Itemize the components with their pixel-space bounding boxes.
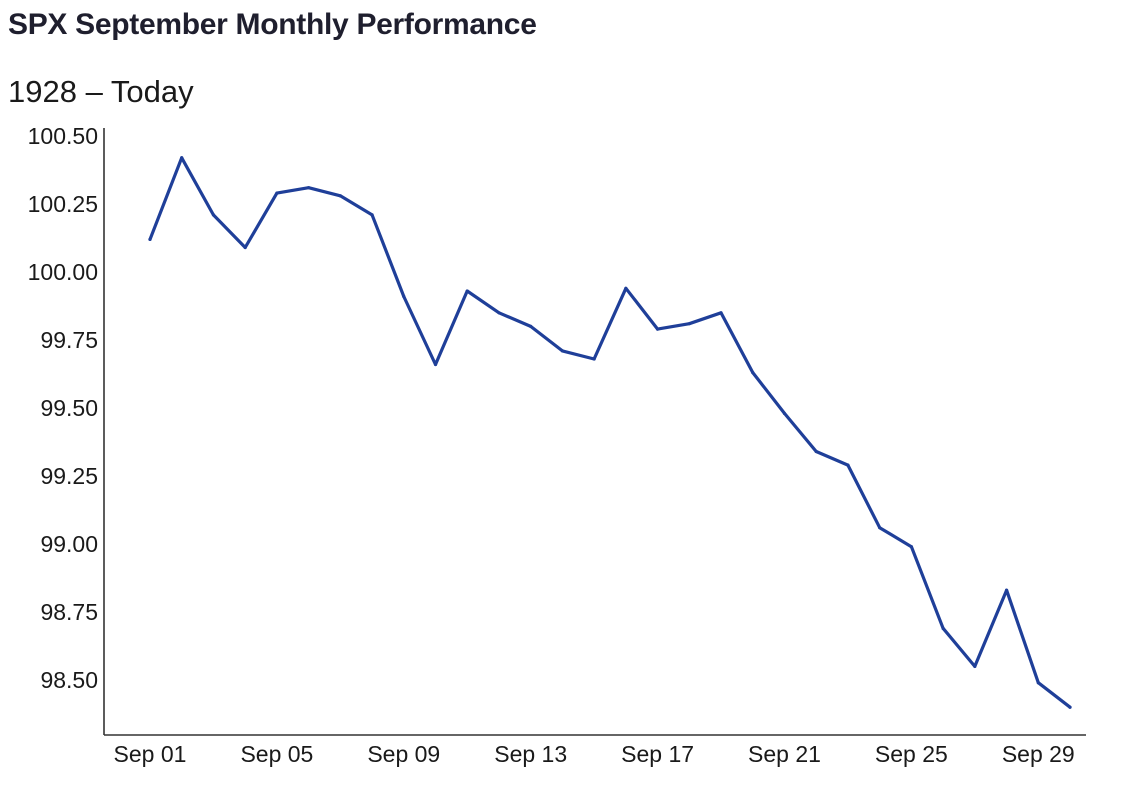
data-point bbox=[402, 294, 406, 299]
x-tick-label: Sep 13 bbox=[494, 741, 567, 767]
x-tick-label: Sep 05 bbox=[240, 741, 313, 767]
x-axis: Sep 01 Sep 05 Sep 09 Sep 13 Sep 17 Sep 21 Sep … bbox=[104, 734, 1086, 767]
data-point bbox=[275, 191, 279, 195]
data-point bbox=[782, 411, 787, 416]
data-point bbox=[497, 311, 501, 315]
data-point bbox=[1004, 588, 1009, 592]
data-point bbox=[909, 545, 913, 549]
y-tick-label: 99.75 bbox=[40, 327, 98, 353]
data-point bbox=[211, 213, 216, 217]
data-point bbox=[846, 463, 850, 467]
data-point bbox=[338, 194, 342, 198]
data-point bbox=[941, 626, 945, 630]
y-tick-label: 100.50 bbox=[28, 123, 98, 149]
data-point bbox=[307, 186, 311, 190]
data-point bbox=[560, 349, 565, 353]
data-point bbox=[973, 664, 977, 669]
data-point bbox=[655, 327, 660, 331]
x-tick-label: Sep 09 bbox=[367, 741, 440, 767]
x-tick-label: Sep 17 bbox=[621, 741, 694, 767]
data-point bbox=[180, 156, 184, 160]
y-tick-label: 99.50 bbox=[40, 395, 98, 421]
data-point bbox=[433, 362, 438, 367]
y-tick-label: 98.75 bbox=[40, 599, 98, 625]
y-tick-label: 100.00 bbox=[28, 259, 98, 285]
x-tick-label: Sep 21 bbox=[748, 741, 821, 767]
y-axis: 100.50 100.25 100.00 99.75 99.50 99.25 99.00 98… bbox=[28, 123, 105, 735]
series-line bbox=[148, 156, 1072, 709]
y-tick-label: 99.00 bbox=[40, 531, 98, 557]
data-point bbox=[1036, 681, 1040, 685]
data-point bbox=[687, 322, 691, 326]
chart-subtitle: 1928 – Today bbox=[8, 74, 194, 109]
data-point bbox=[370, 213, 374, 217]
plot-area bbox=[148, 156, 1072, 709]
data-point bbox=[751, 371, 755, 375]
x-tick-label: Sep 29 bbox=[1002, 741, 1075, 767]
x-tick-label: Sep 01 bbox=[114, 741, 187, 767]
data-point bbox=[592, 357, 596, 361]
data-point bbox=[148, 237, 152, 241]
data-point bbox=[529, 324, 533, 328]
x-tick-label: Sep 25 bbox=[875, 741, 948, 767]
data-point bbox=[878, 526, 882, 530]
chart-title: SPX September Monthly Performance bbox=[8, 8, 537, 41]
data-point bbox=[814, 449, 818, 454]
data-point bbox=[719, 311, 723, 315]
y-tick-label: 99.25 bbox=[40, 463, 98, 489]
data-point bbox=[1068, 705, 1072, 709]
data-point bbox=[243, 245, 247, 250]
y-tick-label: 98.50 bbox=[40, 667, 98, 693]
y-tick-label: 100.25 bbox=[28, 191, 98, 217]
data-point bbox=[624, 286, 628, 290]
data-point bbox=[465, 289, 469, 293]
